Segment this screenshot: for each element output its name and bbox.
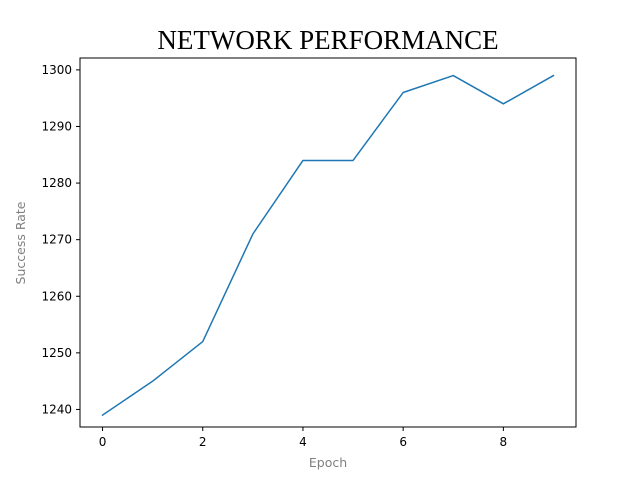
y-tick-label: 1260 (41, 289, 72, 303)
x-tick-label: 4 (299, 435, 307, 449)
y-tick-label: 1250 (41, 346, 72, 360)
chart-title: NETWORK PERFORMANCE (157, 25, 498, 55)
x-tick-label: 2 (199, 435, 207, 449)
series-layer (101, 74, 555, 417)
plot-area (80, 58, 576, 427)
y-axis-label: Success Rate (13, 201, 28, 284)
x-tick-label: 8 (500, 435, 508, 449)
y-tick-label: 1280 (41, 176, 72, 190)
y-tick-label: 1270 (41, 233, 72, 247)
plot-frame (79, 57, 577, 428)
y-tick-label: 1300 (41, 63, 72, 77)
x-tick-label: 0 (99, 435, 107, 449)
y-axis-ticks: 1240 1250 1260 1270 1280 1290 1300 (41, 63, 80, 416)
x-axis-ticks: 0 2 4 6 8 (99, 427, 507, 449)
x-axis-label: Epoch (309, 455, 347, 470)
x-tick-label: 6 (399, 435, 407, 449)
y-tick-label: 1240 (41, 402, 72, 416)
y-tick-label: 1290 (41, 119, 72, 133)
series-line (101, 74, 555, 417)
